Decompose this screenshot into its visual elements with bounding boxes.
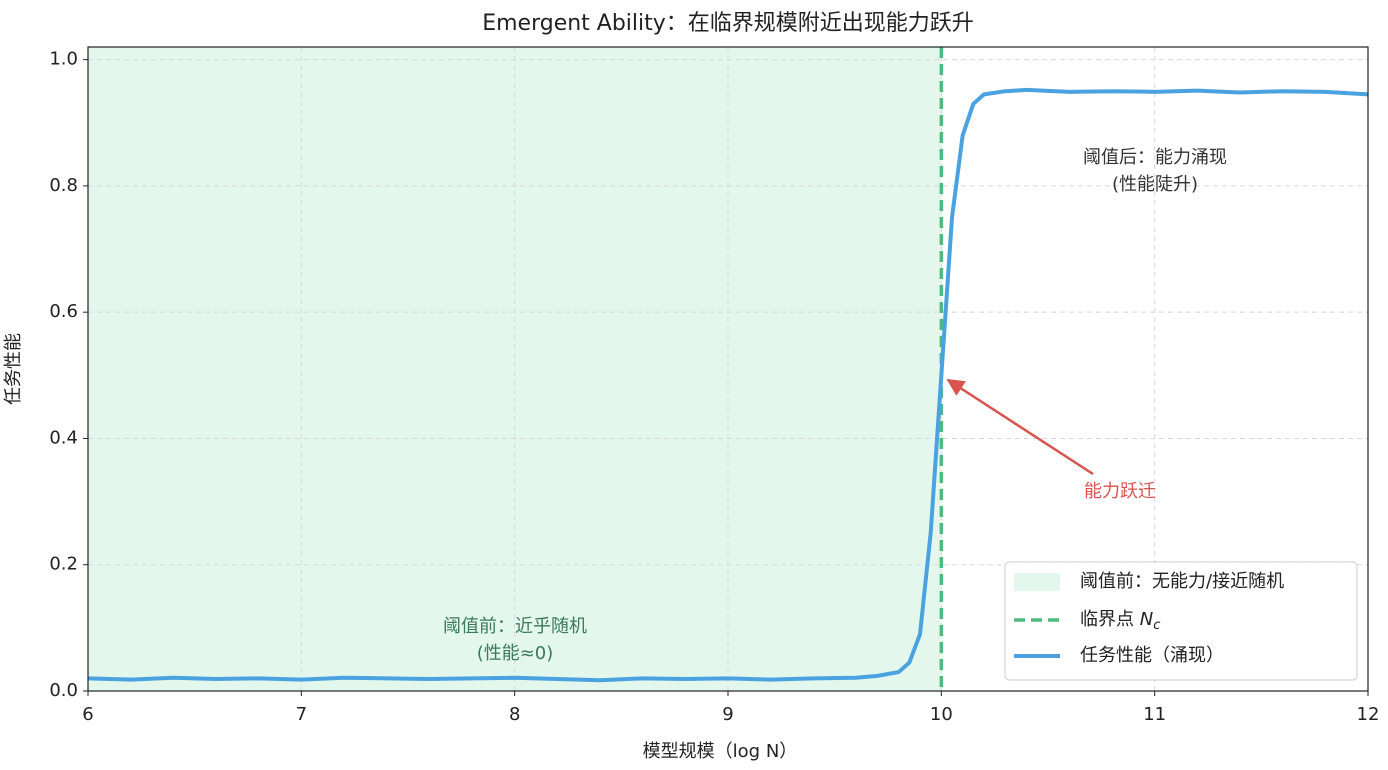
annotation: (性能陡升): [1112, 174, 1198, 195]
legend-label: 阈值前：无能力/接近随机: [1080, 571, 1284, 592]
shaded-region: [88, 47, 942, 691]
legend-swatch: [1014, 573, 1060, 591]
x-tick-label: 12: [1357, 704, 1380, 725]
annotation: 阈值前：近乎随机: [443, 616, 587, 637]
legend-subscript: c: [1153, 618, 1160, 633]
x-tick-label: 10: [930, 704, 953, 725]
legend-box: [1004, 561, 1358, 681]
x-tick-label: 11: [1143, 704, 1166, 725]
legend-symbol: N: [1140, 609, 1153, 630]
annotation: 阈值后：能力涌现: [1083, 147, 1227, 168]
annotation: 能力跃迁: [1084, 481, 1156, 502]
y-tick-label: 0.8: [49, 175, 78, 196]
x-tick-label: 7: [296, 704, 307, 725]
y-axis-label: 任务性能: [3, 333, 24, 405]
x-tick-label: 6: [82, 704, 93, 725]
x-tick-label: 8: [509, 704, 520, 725]
chart-title: Emergent Ability：在临界规模附近出现能力跃升: [482, 11, 974, 36]
x-axis-label: 模型规模（log N）: [643, 741, 798, 762]
y-tick-label: 1.0: [49, 49, 78, 70]
plot-frame: [87, 46, 1369, 692]
y-tick-label: 0.0: [49, 680, 78, 701]
legend-label: 临界点 Nc: [1080, 609, 1160, 633]
y-tick-label: 0.4: [49, 427, 78, 448]
y-tick-label: 0.6: [49, 301, 78, 322]
y-tick-label: 0.2: [49, 554, 78, 575]
x-tick-label: 9: [722, 704, 733, 725]
legend-label-text: 临界点: [1080, 609, 1140, 630]
annotation-arrow: [946, 378, 1094, 476]
annotation: (性能≈0): [477, 643, 554, 664]
data-line: [87, 87, 1369, 683]
legend-label: 任务性能（涌现）: [1080, 645, 1224, 666]
